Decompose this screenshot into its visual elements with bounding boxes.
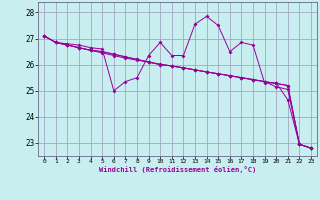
X-axis label: Windchill (Refroidissement éolien,°C): Windchill (Refroidissement éolien,°C) (99, 166, 256, 173)
